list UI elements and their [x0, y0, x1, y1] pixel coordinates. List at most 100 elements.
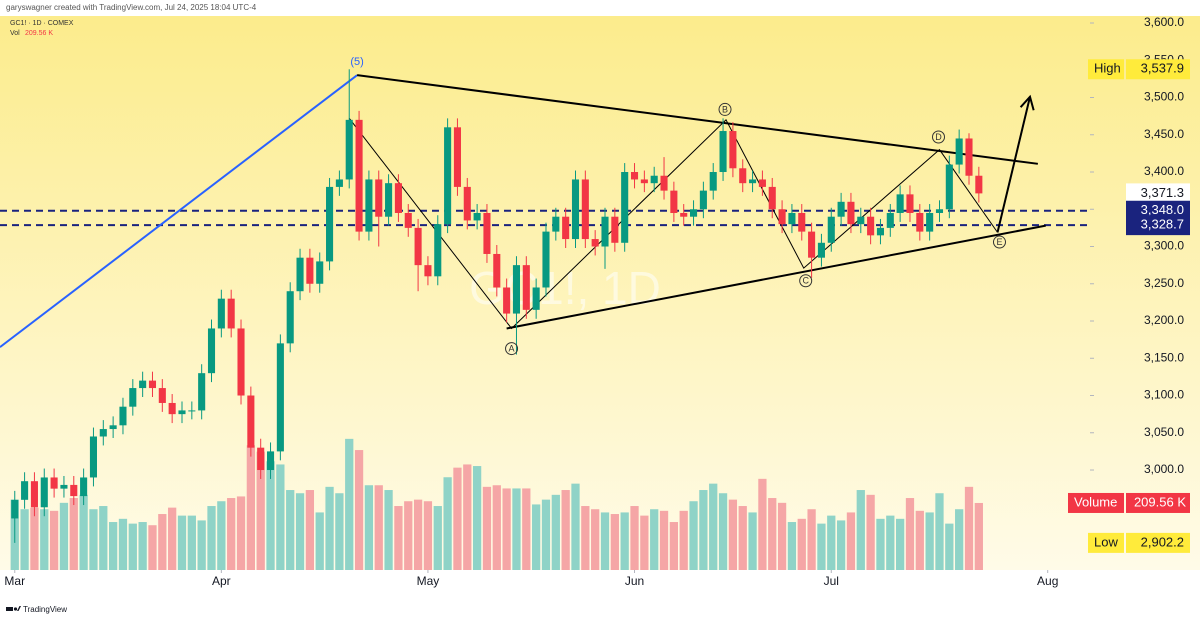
volume-bar — [817, 523, 826, 570]
footer-logo — [6, 606, 21, 611]
candle-body — [926, 212, 934, 232]
volume-bar — [354, 450, 364, 570]
candle-body — [394, 183, 402, 213]
candle-body — [660, 175, 668, 191]
footer-text: TradingView — [23, 605, 67, 614]
candle-body — [916, 212, 924, 232]
candle-body — [414, 227, 422, 266]
drawing-arrow — [996, 96, 1031, 233]
candle-body — [778, 209, 786, 225]
candle-body — [89, 436, 97, 478]
hline-label-value: 3,348.0 — [1141, 202, 1184, 217]
annotation-label: A — [509, 343, 515, 353]
candle-body — [21, 481, 29, 500]
volume-bar — [286, 490, 295, 570]
volume-bar — [532, 504, 541, 570]
volume-bar — [758, 478, 767, 570]
candle-body — [709, 172, 717, 191]
drawing-line — [0, 74, 358, 348]
plot-background — [0, 16, 1200, 570]
candle-body — [512, 265, 521, 314]
candle-body — [306, 257, 314, 284]
volume-name: Volume — [1074, 494, 1117, 509]
candle-body — [817, 242, 825, 258]
candle-body — [808, 231, 816, 258]
price-label-value: 2,902.2 — [1141, 534, 1184, 549]
volume-bar — [463, 464, 472, 570]
volume-bar — [168, 507, 177, 570]
candle-body — [965, 138, 973, 176]
volume-bar — [236, 496, 246, 570]
candle-body — [749, 179, 757, 184]
volume-bar — [551, 494, 560, 570]
volume-bar — [128, 523, 137, 570]
volume-bar — [482, 486, 492, 570]
candle-body — [522, 265, 530, 310]
volume-bar — [886, 515, 895, 570]
volume-bar — [227, 498, 236, 570]
price-label-box — [1126, 59, 1190, 80]
candle-body — [198, 373, 206, 411]
candle-body — [896, 194, 904, 213]
candle-body — [326, 186, 334, 262]
candle-body — [798, 212, 806, 232]
candle-body — [621, 172, 629, 243]
candle-body — [257, 447, 265, 471]
x-tick-label: Mar — [4, 574, 25, 588]
volume-bar — [709, 483, 718, 570]
volume-bar — [148, 525, 157, 570]
annotation-circle — [799, 274, 813, 288]
candle-body — [385, 183, 393, 217]
volume-bar — [581, 506, 590, 570]
candle-body — [532, 287, 540, 310]
candle-body — [906, 194, 914, 213]
plot-layer: GC1!, 1D3,000.03,050.03,100.03,150.03,20… — [0, 15, 1190, 588]
volume-bar — [866, 494, 875, 570]
volume-bar — [99, 506, 108, 570]
candle-body — [60, 484, 68, 489]
price-label-box — [1126, 183, 1190, 204]
candle-body — [404, 212, 412, 228]
volume-bar — [630, 506, 639, 570]
volume-bar — [89, 509, 98, 570]
candle-body — [611, 216, 619, 243]
candle-body — [690, 209, 698, 217]
volume-bar — [955, 509, 964, 570]
volume-bar — [79, 494, 88, 570]
volume-bar — [876, 518, 885, 570]
volume-bar — [689, 501, 698, 570]
vol-label: Vol — [10, 30, 20, 37]
candle-body — [571, 179, 580, 240]
volume-bar — [807, 509, 816, 570]
volume-bar — [915, 510, 924, 570]
y-tick-label: 3,000.0 — [1144, 462, 1184, 476]
y-tick-label: 3,100.0 — [1144, 388, 1184, 402]
volume-bar — [266, 461, 275, 570]
candle-body — [365, 179, 373, 232]
volume-bar — [777, 502, 787, 570]
volume-bar — [522, 488, 531, 570]
volume-bar — [541, 499, 551, 570]
volume-bar — [384, 490, 393, 570]
candle-body — [503, 287, 511, 314]
candle-body — [109, 425, 117, 430]
volume-bar — [945, 523, 954, 570]
y-tick-label: 3,200.0 — [1144, 313, 1184, 327]
volume-bar — [502, 488, 511, 570]
annotation-circle — [932, 130, 946, 144]
candle-body — [424, 265, 432, 277]
volume-bar — [423, 501, 433, 570]
volume-bar — [492, 485, 501, 570]
volume-bar — [30, 507, 39, 570]
volume-label: 209.56 K — [1134, 494, 1186, 509]
price-label-name: High — [1094, 61, 1121, 76]
volume-name-box — [1068, 492, 1124, 513]
price-label-name: Low — [1094, 534, 1118, 549]
volume-bar — [797, 518, 806, 570]
candle-body — [719, 131, 727, 173]
candle-body — [11, 499, 19, 519]
price-label-name-box — [1088, 59, 1124, 80]
y-tick-label: 3,500.0 — [1144, 90, 1184, 104]
price-label-name-box — [1088, 532, 1124, 553]
